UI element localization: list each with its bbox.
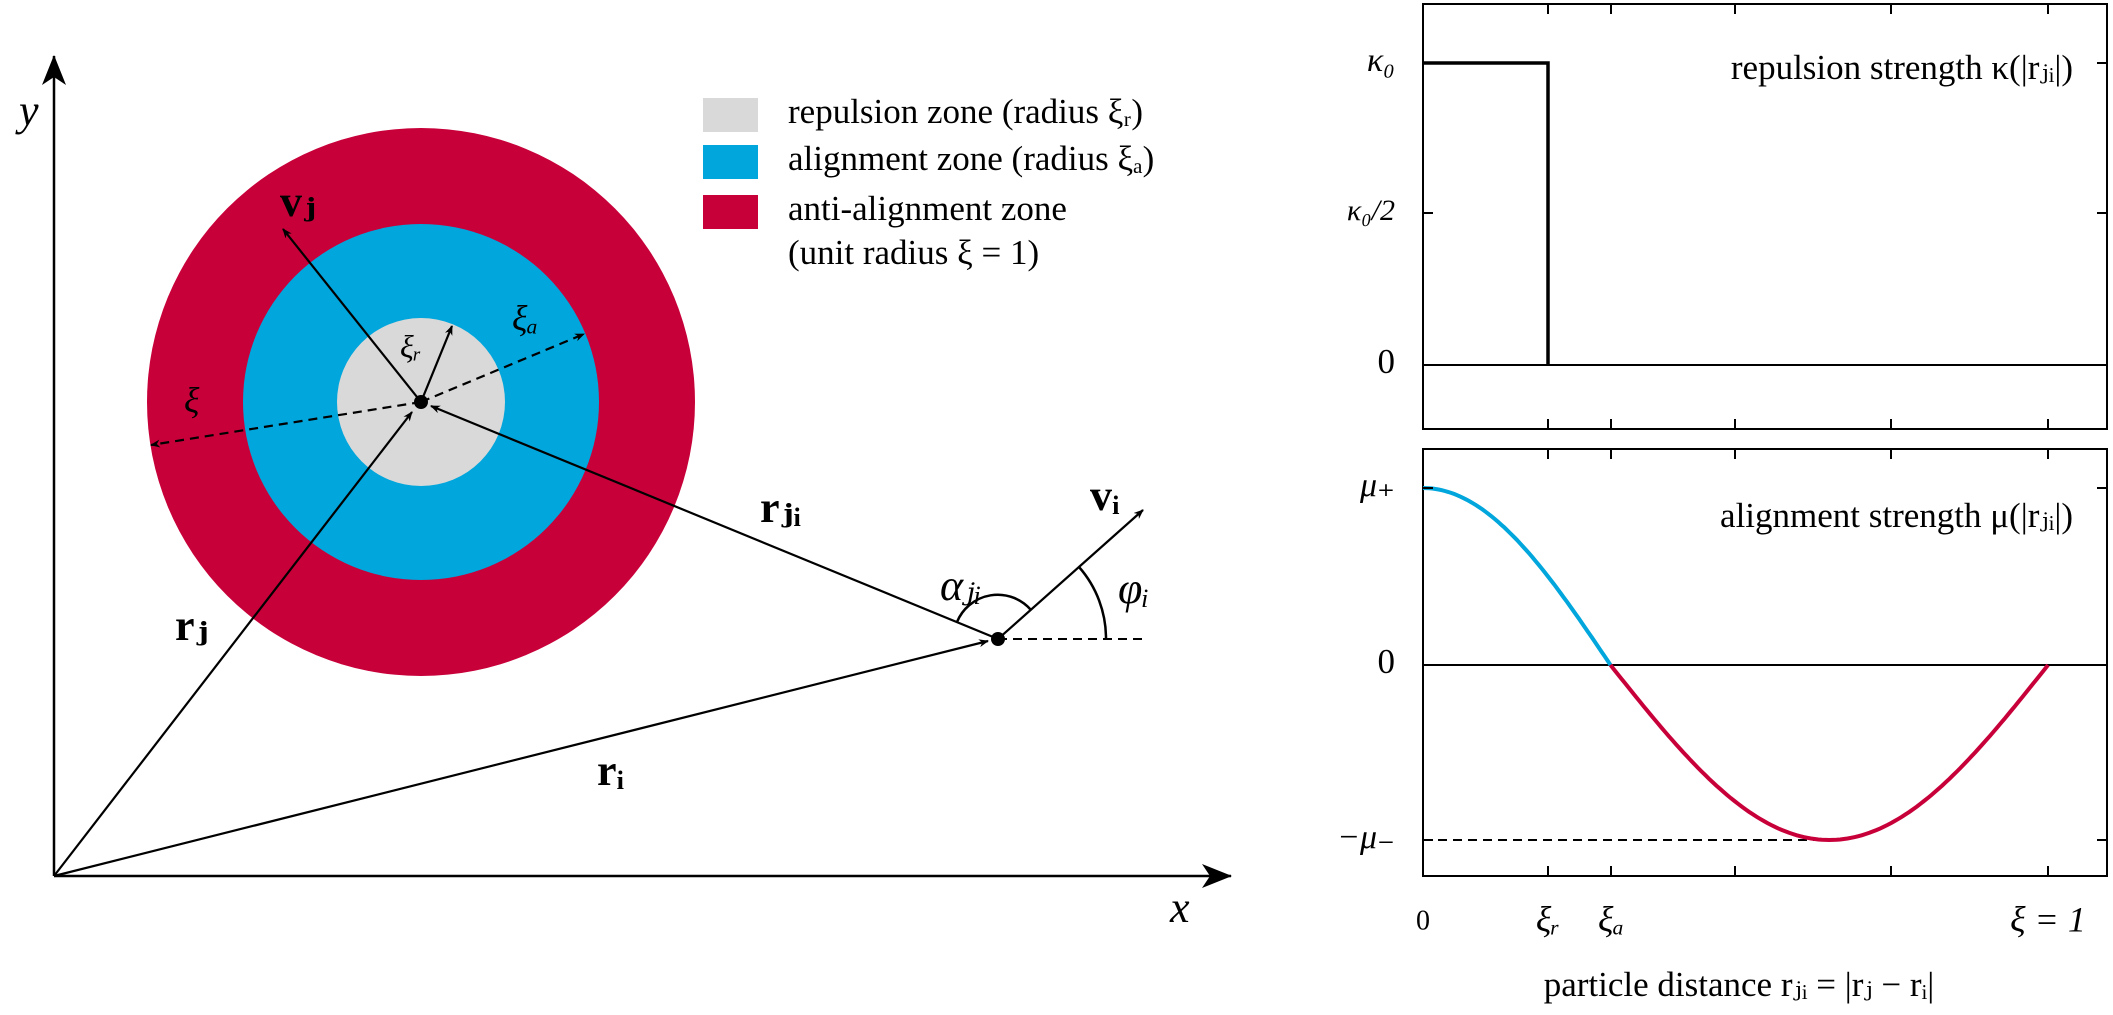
legend-text: (unit radius ξ = 1) [788,233,1039,272]
legend-swatch [703,195,758,229]
label-ri: rᵢ [597,746,625,795]
panel-frame [1422,448,2108,877]
label-xi-r: ξᵣ [400,328,422,364]
phi-arc [1078,566,1108,640]
radius-xi-r [419,325,454,403]
y-tick-label: −μ₋ [1337,819,1395,856]
y-label: y [15,86,39,135]
label-rji: rⱼᵢ [760,483,801,532]
x-tick-label: 0 [1416,905,1430,936]
vector-ri [53,639,989,878]
label-alpha: αⱼᵢ [940,561,982,610]
y-tick-label: κ₀ [1367,42,1395,79]
label-vj: vⱼ [280,177,316,226]
panel-frame [1422,3,2108,430]
legend-text: alignment zone (radius ξₐ) [788,139,1154,178]
particle-j [414,395,428,409]
y-tick-label: μ₊ [1359,467,1395,504]
particle-i [991,632,1005,646]
y-tick-label: κ₀/2 [1347,194,1395,227]
anti-alignment-curve [1608,663,2050,843]
vector-rji [430,404,999,641]
legend-text: repulsion zone (radius ξᵣ) [788,92,1143,131]
vector-vi [997,509,1144,640]
label-vi: vᵢ [1090,471,1120,520]
alignment-curve [1422,486,1613,667]
label-xi: ξ [184,380,200,420]
y-tick-label: 0 [1378,642,1396,681]
x-axis-label: particle distance rⱼᵢ = |rⱼ − rᵢ| [1544,965,1935,1004]
radius-xi [150,400,422,448]
vector-rj [53,411,413,877]
x-tick-label: ξₐ [1598,899,1624,939]
y-tick-label: 0 [1378,342,1396,381]
alpha-arc [955,593,1032,623]
label-phi: φᵢ [1118,564,1149,613]
label-rj: rⱼ [175,601,208,650]
x-tick-label: ξ = 1 [2010,899,2086,939]
legend-swatch [703,98,758,132]
vector-vj [282,228,422,403]
label-xi-a: ξₐ [512,298,538,338]
x-tick-label: ξᵣ [1536,899,1560,939]
repulsion-curve [1423,61,1550,365]
legend-swatch [703,145,758,179]
panel-label: alignment strength μ(|rⱼᵢ|) [1720,496,2073,535]
x-label: x [1169,883,1190,932]
panel-label: repulsion strength κ(|rⱼᵢ|) [1731,48,2073,87]
legend-text: anti-alignment zone [788,189,1067,228]
ticks [1423,4,2107,876]
